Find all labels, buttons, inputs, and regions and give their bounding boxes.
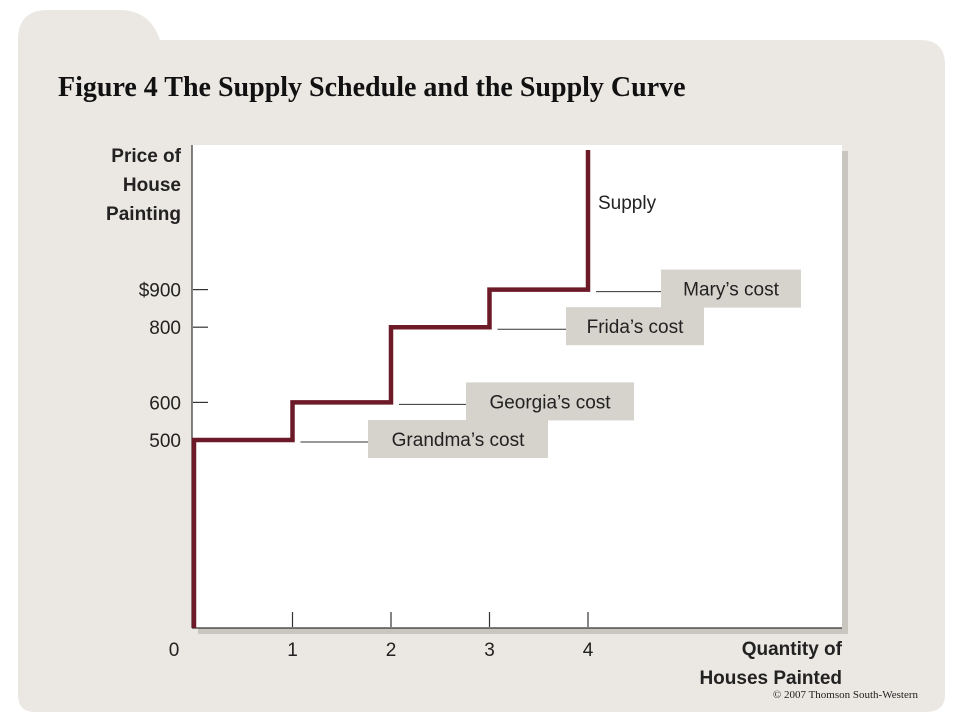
callout-box — [661, 269, 801, 308]
callout-label: Grandma’s cost — [392, 430, 525, 451]
callout-box — [466, 382, 634, 421]
y-tick-label: 800 — [149, 318, 181, 339]
y-tick-label: 600 — [149, 393, 181, 414]
supply-curve-label: Supply — [598, 193, 657, 214]
figure-title: Figure 4 The Supply Schedule and the Sup… — [58, 72, 686, 103]
callout-label: Mary’s cost — [683, 280, 779, 301]
x-tick-label: 3 — [484, 640, 495, 661]
copyright-notice: © 2007 Thomson South-Western — [772, 689, 918, 701]
y-axis-label-line: Painting — [106, 204, 181, 225]
callout-label: Frida’s cost — [587, 317, 685, 338]
x-tick-label: 1 — [287, 640, 298, 661]
y-axis-label-line: Price of — [111, 146, 181, 167]
y-tick-label: 500 — [149, 431, 181, 452]
x-axis-label-line: Houses Painted — [699, 668, 842, 689]
supply-curve — [191, 150, 591, 628]
x-axis-label-line: Quantity of — [742, 639, 843, 660]
y-axis-label-line: House — [123, 175, 181, 196]
callout-box — [566, 307, 704, 346]
y-tick-label: $900 — [139, 281, 181, 302]
x-tick-label: 2 — [386, 640, 397, 661]
x-tick-label: 4 — [583, 640, 594, 661]
callout-box — [368, 420, 548, 458]
x-tick-label: 0 — [169, 640, 180, 661]
callout-label: Georgia’s cost — [489, 392, 611, 413]
